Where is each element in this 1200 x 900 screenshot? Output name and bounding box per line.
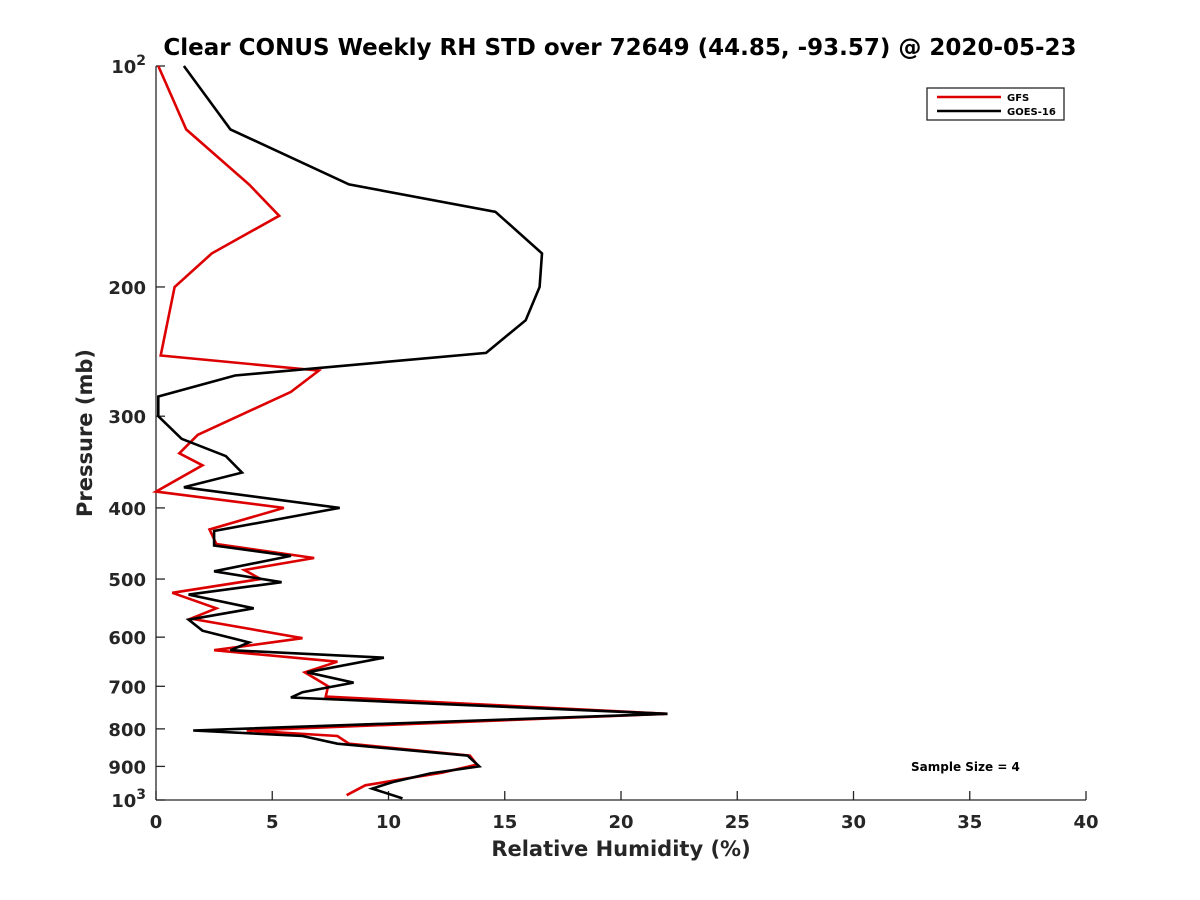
legend-box: [926, 87, 1065, 121]
x-tick-label: 40: [1073, 812, 1098, 833]
legend-label-gfs: GFS: [1007, 93, 1029, 104]
y-tick-label: 103: [111, 787, 146, 812]
x-tick-label: 30: [841, 812, 866, 833]
y-tick-label: 300: [108, 407, 146, 428]
legend: GFS GOES-16: [926, 87, 1065, 121]
x-tick-label: 10: [376, 812, 401, 833]
x-ticks: 0 5 10 15 20 25 30 35 40: [150, 791, 1099, 833]
sample-size-annotation: Sample Size = 4: [911, 760, 1020, 774]
y-tick-label: 200: [108, 278, 146, 299]
y-tick-exponent: 2: [136, 53, 146, 69]
y-tick-label: 800: [108, 720, 146, 741]
y-tick-label: 600: [108, 628, 146, 649]
y-tick-label: 102: [111, 53, 146, 78]
x-tick-label: 25: [725, 812, 750, 833]
y-axis-label: Pressure (mb): [73, 349, 97, 517]
y-tick-label: 400: [108, 499, 146, 520]
x-axis-label: Relative Humidity (%): [491, 837, 750, 861]
x-tick-label: 15: [492, 812, 517, 833]
y-tick-base: 10: [111, 57, 136, 78]
series-line-goes16: [157, 65, 668, 800]
series-group: [151, 65, 668, 800]
x-tick-label: 35: [957, 812, 982, 833]
axes: [155, 66, 1086, 801]
x-tick-label: 5: [266, 812, 279, 833]
x-tick-label: 0: [150, 812, 163, 833]
chart-title: Clear CONUS Weekly RH STD over 72649 (44…: [163, 35, 1076, 61]
legend-label-goes16: GOES-16: [1007, 107, 1056, 118]
y-tick-label: 900: [108, 757, 146, 778]
y-tick-base: 10: [111, 791, 136, 812]
x-tick-label: 20: [608, 812, 633, 833]
y-tick-label: 700: [108, 677, 146, 698]
y-tick-exponent: 3: [136, 787, 146, 803]
series-line-gfs: [151, 65, 668, 797]
y-tick-label: 500: [108, 570, 146, 591]
